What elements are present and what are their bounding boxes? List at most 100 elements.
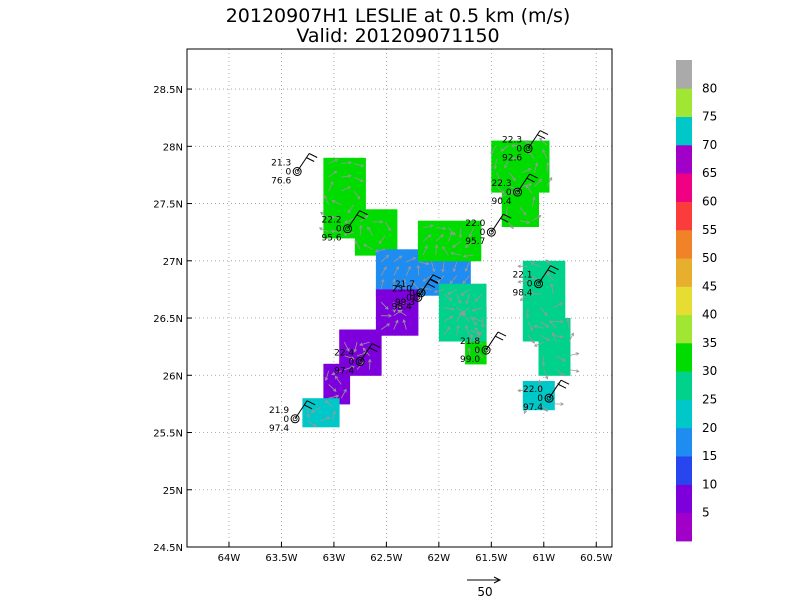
wind-cell — [548, 150, 550, 159]
wind-cell — [501, 199, 509, 207]
wind-barb-flag — [536, 134, 546, 140]
wind-cell — [508, 186, 515, 193]
wind-cell — [533, 186, 539, 193]
wind-cell — [375, 307, 383, 316]
wind-cell — [351, 334, 359, 342]
wind-cell — [424, 240, 431, 248]
wind-cell — [351, 354, 359, 363]
wind-cell — [563, 361, 571, 369]
y-tick-label: 28.5N — [153, 85, 183, 96]
wind-cell — [388, 300, 396, 309]
wind-vector — [553, 334, 564, 338]
wind-cell — [417, 233, 425, 241]
colorbar-swatch — [676, 286, 692, 316]
wind-cell — [413, 328, 419, 336]
wind-cell — [560, 279, 566, 287]
wind-cell — [323, 224, 331, 232]
wind-cell — [535, 260, 543, 266]
station-pressure: 98.4 — [392, 302, 412, 312]
wind-cell — [443, 247, 450, 255]
wind-cell — [354, 234, 362, 242]
wind-vector-head — [541, 362, 546, 367]
wind-cell — [361, 189, 366, 198]
wind-cell — [535, 313, 543, 321]
wind-vector — [448, 227, 456, 236]
station-circle — [523, 144, 533, 154]
wind-cell — [342, 157, 350, 163]
wind-cell — [354, 248, 362, 256]
wind-cell — [535, 306, 543, 314]
wind-cell — [401, 274, 408, 282]
wind-cell — [375, 253, 383, 262]
wind-vector-head — [510, 225, 514, 230]
wind-cell — [491, 178, 499, 186]
wind-cell — [336, 231, 343, 239]
wind-cell — [426, 288, 434, 296]
wind-vector-head — [545, 161, 550, 166]
wind-cell — [392, 234, 398, 242]
wind-vector-head — [433, 289, 438, 294]
wind-cell — [401, 300, 408, 309]
wind-vector — [509, 186, 519, 191]
wind-vector — [359, 225, 362, 236]
wind-cell — [436, 220, 444, 227]
wind-cell — [455, 220, 463, 227]
wind-vector — [384, 221, 391, 231]
wind-cell — [451, 267, 459, 276]
wind-cell — [370, 361, 378, 369]
wind-vector-head — [510, 143, 515, 148]
y-tick-label: 24.5N — [153, 543, 183, 554]
wind-cell — [548, 157, 550, 166]
wind-cell — [476, 313, 484, 321]
wind-vector — [462, 275, 470, 284]
wind-cell — [522, 292, 530, 301]
wind-vector-head — [450, 251, 455, 256]
wind-cell — [541, 144, 549, 152]
wind-cell — [503, 144, 511, 152]
wind-vector-head — [530, 262, 535, 266]
wind-vector-head — [549, 320, 553, 324]
wind-vector — [527, 334, 535, 344]
wind-cell — [544, 347, 552, 356]
wind-vector-head — [353, 348, 357, 353]
wind-vector — [331, 216, 342, 219]
wind-cell — [516, 171, 524, 179]
wind-vector — [469, 227, 474, 237]
wind-cell — [443, 240, 450, 248]
wind-cell — [388, 289, 396, 295]
wind-cell — [522, 150, 530, 159]
wind-cell — [551, 327, 558, 335]
wind-cell — [432, 267, 440, 276]
wind-vector-head — [378, 240, 383, 245]
wind-cell — [392, 241, 398, 249]
wind-cell — [535, 402, 543, 411]
wind-cell — [538, 327, 546, 335]
station-dewpoint: 0 — [474, 346, 480, 356]
wind-vector-head — [473, 339, 478, 343]
wind-cell — [336, 383, 343, 391]
wind-cell — [538, 347, 546, 356]
wind-vector-head — [493, 165, 498, 170]
wind-cell — [501, 186, 509, 193]
wind-vector — [331, 370, 342, 375]
wind-vector-head — [358, 224, 363, 229]
wind-vector-head — [530, 276, 535, 280]
wind-cell — [361, 209, 368, 215]
wind-cell — [522, 272, 530, 280]
wind-vector-head — [364, 214, 369, 219]
wind-cell — [541, 381, 549, 383]
wind-cell — [345, 334, 353, 342]
wind-cell — [443, 233, 450, 241]
wind-cell — [382, 314, 389, 322]
wind-vector — [474, 327, 483, 336]
wind-cell — [455, 233, 463, 241]
wind-vector — [546, 177, 553, 187]
wind-vector — [444, 307, 454, 310]
reference-vector-head — [493, 576, 502, 584]
station-pressure: 90.4 — [492, 197, 512, 207]
wind-cell — [457, 327, 465, 335]
colorbar-swatch — [676, 144, 692, 174]
wind-vector-head — [551, 332, 556, 336]
wind-cell — [548, 185, 550, 193]
wind-cell — [426, 267, 434, 276]
